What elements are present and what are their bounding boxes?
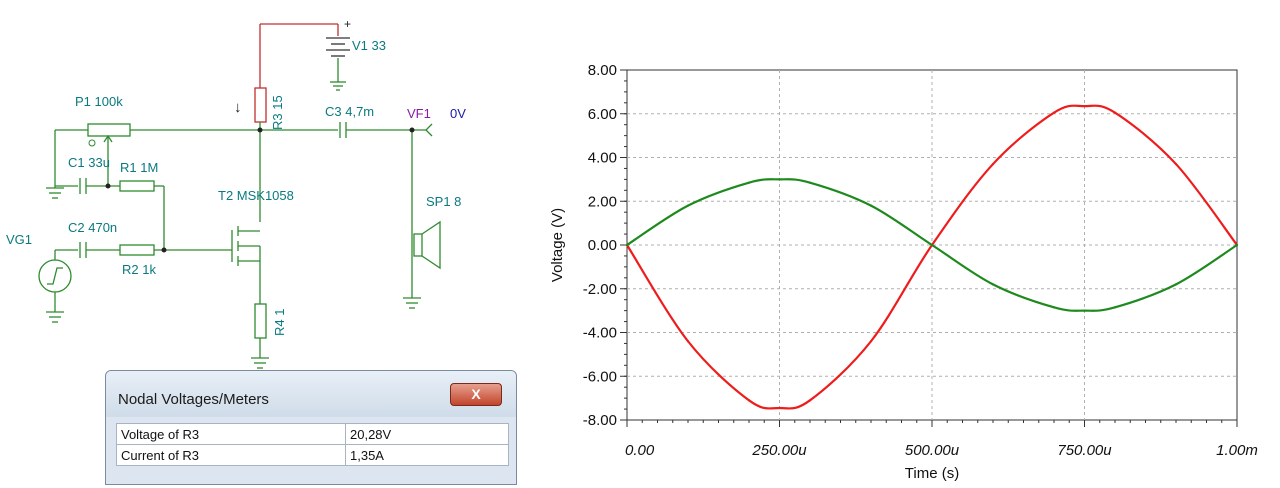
data-point — [1052, 306, 1056, 309]
y-axis-label: Voltage (V) — [549, 208, 566, 282]
data-point — [808, 181, 812, 184]
label-v1: V1 33 — [352, 38, 386, 53]
window-titlebar[interactable] — [106, 371, 516, 417]
data-point — [1083, 309, 1086, 312]
data-point — [1113, 306, 1117, 309]
label-vf1-value: 0V — [450, 106, 466, 121]
y-tick-label: 8.00 — [588, 62, 617, 79]
data-point — [991, 162, 995, 166]
row-name: Current of R3 — [116, 444, 346, 466]
window-title: Nodal Voltages/Meters — [118, 391, 269, 408]
schematic-drawing: ↓ + — [38, 17, 441, 369]
y-tick-label: 0.00 — [588, 237, 617, 254]
label-r4: R4 1 — [272, 308, 287, 336]
data-point — [1235, 243, 1239, 247]
label-r1: R1 1M — [120, 160, 159, 175]
data-point — [991, 283, 995, 286]
data-point — [808, 399, 812, 402]
row-value: 1,35A — [345, 444, 509, 466]
x-tick-label: 0.00 — [625, 442, 655, 459]
nodal-voltages-window: Nodal Voltages/Meters X Voltage of R3 20… — [105, 370, 517, 485]
voltage-chart: 8.00 6.00 4.00 2.00 0.00 -2.00 -4.00 -6.00 -8.00… — [540, 0, 1280, 483]
data-point — [869, 340, 873, 343]
svg-text:+: + — [344, 17, 351, 31]
y-tick-label: 4.00 — [588, 150, 617, 167]
y-tick-label: -4.00 — [583, 325, 617, 342]
label-r3: R3 15 — [270, 95, 285, 130]
label-vf1: VF1 — [407, 106, 431, 121]
label-c3: C3 4,7m — [325, 104, 375, 119]
data-point — [778, 406, 781, 410]
table-row[interactable]: Voltage of R3 20,28V — [116, 423, 509, 445]
data-point — [1052, 111, 1056, 114]
row-value: 20,28V — [345, 423, 509, 445]
data-point — [930, 243, 934, 247]
label-p1: P1 100k — [75, 94, 123, 109]
y-tick-label: -8.00 — [583, 412, 617, 429]
data-point — [1113, 111, 1117, 114]
data-point — [1083, 104, 1086, 108]
data-point — [686, 340, 690, 343]
data-point — [869, 204, 873, 207]
close-button[interactable]: X — [450, 383, 502, 406]
x-tick-label: 1.00m — [1216, 442, 1258, 459]
meter-table: Voltage of R3 20,28V Current of R3 1,35A — [116, 423, 509, 466]
svg-text:↓: ↓ — [234, 99, 242, 116]
label-vg1: VG1 — [6, 232, 33, 247]
row-name: Voltage of R3 — [116, 423, 346, 445]
chart-canvas: 8.00 6.00 4.00 2.00 0.00 -2.00 -4.00 -6.00 -8.00… — [549, 62, 1258, 482]
data-point — [686, 204, 690, 207]
y-tick-label: 6.00 — [588, 106, 617, 123]
data-point — [747, 181, 751, 184]
label-t2: T2 MSK1058 — [218, 188, 294, 203]
y-tick-label: 2.00 — [588, 193, 617, 210]
label-c2: C2 470n — [68, 220, 118, 235]
y-tick-label: -6.00 — [583, 368, 617, 385]
data-point — [747, 399, 751, 402]
x-tick-label: 250.00u — [751, 442, 807, 459]
x-axis-label: Time (s) — [905, 465, 959, 482]
label-r2: R2 1k — [122, 262, 156, 277]
data-point — [625, 243, 629, 247]
data-point — [1174, 162, 1178, 166]
data-point — [1174, 283, 1178, 286]
data-point — [778, 178, 781, 181]
y-tick-label: -2.00 — [583, 281, 617, 298]
x-tick-label: 750.00u — [1057, 442, 1112, 459]
label-sp1: SP1 8 — [426, 194, 462, 209]
table-row[interactable]: Current of R3 1,35A — [116, 444, 509, 466]
label-c1: C1 33u — [68, 155, 110, 170]
x-tick-label: 500.00u — [905, 442, 960, 459]
circuit-schematic: ↓ + P1 100k C1 33u R1 1M VG1 C2 470n R2 … — [0, 0, 540, 485]
